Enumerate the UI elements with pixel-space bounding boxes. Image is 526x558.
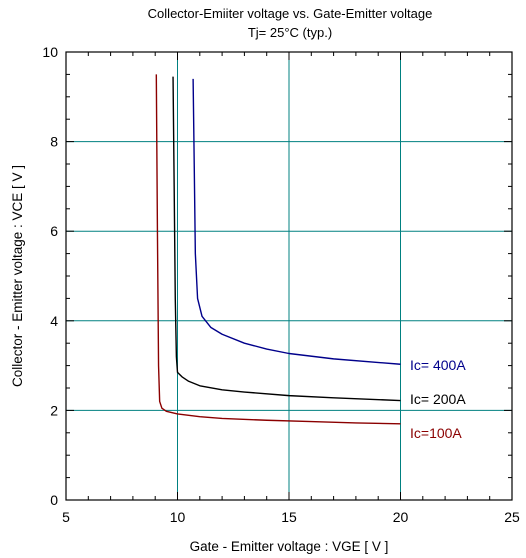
x-tick-label: 20 [393, 509, 409, 525]
y-tick-label: 6 [50, 223, 58, 239]
y-tick-label: 4 [50, 313, 58, 329]
series-label-400a: Ic= 400A [410, 357, 466, 373]
y-tick-label: 10 [42, 44, 58, 60]
x-tick-label: 5 [62, 509, 70, 525]
series-line-1 [172, 76, 401, 402]
series-label-100a: Ic=100A [410, 425, 462, 441]
series-layer [155, 74, 401, 425]
chart-title: Collector-Emiiter voltage vs. Gate-Emitt… [148, 6, 433, 21]
series-label-200a: Ic= 200A [410, 391, 466, 407]
y-tick-label: 8 [50, 134, 58, 150]
x-axis-title: Gate - Emitter voltage : VGE [ V ] [190, 539, 389, 554]
y-tick-label: 0 [50, 492, 58, 508]
axis-ticks [65, 51, 513, 501]
series-labels: Ic= 400A Ic= 200A Ic=100A [410, 357, 466, 441]
axis-tick-labels: 5 10 15 20 25 0 2 4 6 8 10 [42, 44, 520, 525]
chart-subtitle: Tj= 25°C (typ.) [248, 25, 332, 40]
x-tick-label: 15 [281, 509, 297, 525]
x-tick-label: 10 [170, 509, 186, 525]
y-axis-title: Collector - Emitter voltage : VCE [ V ] [10, 165, 25, 387]
y-tick-label: 2 [50, 402, 58, 418]
x-tick-label: 25 [504, 509, 520, 525]
series-line-2 [192, 78, 401, 365]
series-line-0 [155, 74, 401, 425]
gridlines [66, 52, 512, 500]
